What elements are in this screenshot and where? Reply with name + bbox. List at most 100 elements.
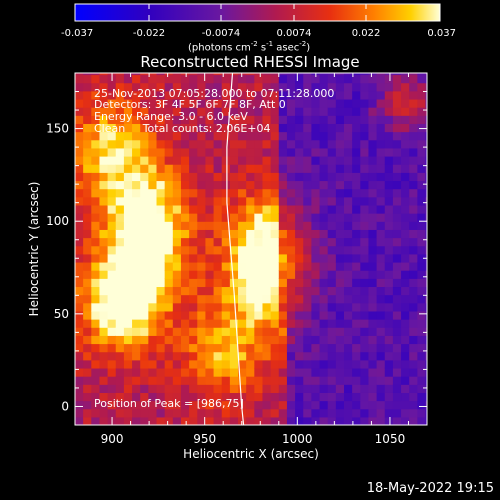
- heatmap-cell: [197, 98, 207, 108]
- heatmap-cell: [115, 131, 125, 141]
- heatmap-cell: [213, 302, 223, 312]
- heatmap-cell: [132, 180, 141, 190]
- heatmap-cell: [360, 73, 370, 76]
- heatmap-cell: [384, 180, 394, 190]
- heatmap-cell: [270, 123, 280, 133]
- heatmap-cell: [238, 237, 247, 247]
- heatmap-cell: [172, 155, 182, 165]
- heatmap-cell: [327, 107, 337, 116]
- heatmap-cell: [327, 327, 337, 336]
- heatmap-cell: [123, 139, 133, 149]
- heatmap-cell: [107, 107, 117, 116]
- heatmap-cell: [197, 164, 207, 173]
- heatmap-cell: [205, 123, 215, 133]
- heatmap-cell: [335, 90, 345, 100]
- heatmap-cell: [262, 188, 272, 198]
- heatmap-cell: [148, 180, 158, 190]
- heatmap-cell: [189, 115, 198, 124]
- heatmap-cell: [319, 155, 329, 165]
- heatmap-cell: [360, 335, 370, 345]
- heatmap-cell: [311, 188, 321, 198]
- heatmap-cell: [91, 384, 101, 393]
- heatmap-cell: [319, 335, 329, 345]
- heatmap-cell: [148, 221, 158, 230]
- heatmap-cell: [99, 229, 109, 239]
- heatmap-cell: [180, 343, 190, 353]
- heatmap-cell: [99, 237, 109, 247]
- heatmap-cell: [107, 115, 117, 124]
- heatmap-cell: [238, 180, 247, 190]
- heatmap-cell: [140, 253, 149, 263]
- heatmap-cell: [172, 123, 182, 133]
- heatmap-cell: [115, 74, 125, 84]
- heatmap-cell: [392, 90, 402, 100]
- heatmap-cell: [278, 416, 288, 425]
- heatmap-cell: [164, 196, 174, 206]
- heatmap-cell: [401, 229, 410, 239]
- heatmap-cell: [172, 131, 182, 141]
- heatmap-cell: [360, 82, 370, 92]
- heatmap-cell: [132, 367, 141, 377]
- heatmap-cell: [99, 408, 109, 418]
- heatmap-cell: [352, 196, 361, 206]
- heatmap-cell: [384, 310, 394, 320]
- heatmap-cell: [278, 294, 288, 304]
- heatmap-cell: [189, 245, 198, 255]
- heatmap-cell: [425, 213, 427, 222]
- heatmap-cell: [368, 351, 378, 361]
- heatmap-cell: [368, 237, 378, 247]
- heatmap-cell: [238, 253, 247, 263]
- heatmap-cell: [205, 245, 215, 255]
- heatmap-cell: [156, 115, 166, 124]
- heatmap-cell: [246, 229, 255, 239]
- heatmap-cell: [270, 213, 280, 222]
- heatmap-cell: [115, 359, 125, 369]
- heatmap-cell: [213, 319, 223, 328]
- heatmap-cell: [303, 384, 312, 393]
- heatmap-cell: [229, 253, 239, 263]
- heatmap-cell: [376, 74, 386, 84]
- heatmap-cell: [417, 172, 427, 182]
- heatmap-cell: [417, 253, 427, 263]
- heatmap-cell: [352, 74, 361, 84]
- heatmap-cell: [75, 180, 84, 190]
- heatmap-cell: [344, 164, 353, 173]
- heatmap-cell: [401, 98, 410, 108]
- heatmap-cell: [197, 343, 207, 353]
- heatmap-cell: [91, 115, 101, 124]
- heatmap-cell: [221, 376, 231, 385]
- heatmap-cell: [246, 359, 255, 369]
- heatmap-cell: [376, 237, 386, 247]
- heatmap-cell: [238, 98, 247, 108]
- heatmap-cell: [246, 416, 255, 425]
- heatmap-cell: [368, 188, 378, 198]
- colorbar: -0.037 -0.022 -0.0074 0.0074 0.022 0.037: [61, 3, 456, 39]
- heatmap-cell: [376, 98, 386, 108]
- heatmap-cell: [425, 188, 427, 198]
- heatmap-cell: [295, 73, 304, 76]
- heatmap-cell: [319, 327, 329, 336]
- heatmap-cell: [75, 229, 84, 239]
- heatmap-cell: [392, 98, 402, 108]
- heatmap-cell: [148, 188, 158, 198]
- heatmap-cell: [262, 302, 272, 312]
- heatmap-cell: [303, 253, 312, 263]
- heatmap-cell: [123, 294, 133, 304]
- heatmap-cell: [286, 115, 296, 124]
- colorbar-tick-label: -0.037: [61, 28, 93, 39]
- heatmap-cell: [286, 319, 296, 328]
- heatmap-cell: [246, 253, 255, 263]
- heatmap-cell: [99, 82, 109, 92]
- heatmap-cell: [246, 188, 255, 198]
- heatmap-cell: [286, 196, 296, 206]
- heatmap-cell: [123, 253, 133, 263]
- heatmap-cell: [254, 343, 264, 353]
- heatmap-cell: [148, 123, 158, 133]
- heatmap-cell: [75, 123, 84, 133]
- heatmap-cell: [107, 343, 117, 353]
- heatmap-cell: [172, 229, 182, 239]
- heatmap-cell: [417, 164, 427, 173]
- heatmap-cell: [213, 180, 223, 190]
- heatmap-cell: [344, 294, 353, 304]
- heatmap-cell: [368, 115, 378, 124]
